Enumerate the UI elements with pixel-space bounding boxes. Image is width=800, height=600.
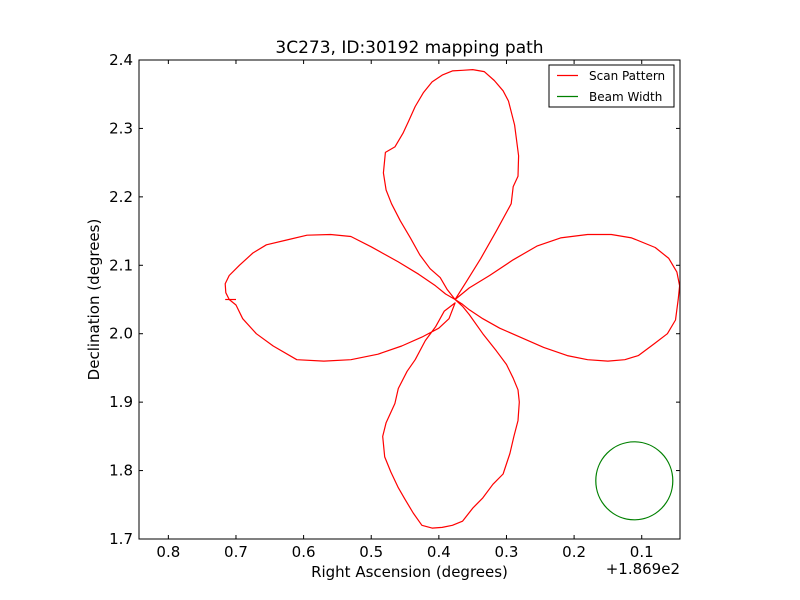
x-tick-label: 0.7 (224, 543, 248, 561)
x-tick-label: 0.4 (427, 543, 451, 561)
plot-area (139, 60, 680, 539)
x-tick-label: 0.6 (292, 543, 316, 561)
plot-frame (138, 59, 681, 540)
chart-title: 3C273, ID:30192 mapping path (275, 38, 543, 58)
y-tick-label: 2.1 (109, 256, 133, 274)
y-tick-label: 2.3 (109, 119, 133, 137)
legend-box (548, 64, 675, 108)
x-tick-label: 0.1 (630, 543, 654, 561)
x-axis-offset-label: +1.869e2 (606, 560, 680, 578)
y-tick-label: 2.2 (109, 188, 133, 206)
x-tick-label: 0.8 (156, 543, 180, 561)
legend-label-beam-width: Beam Width (589, 90, 662, 104)
scan-pattern-line (224, 68, 680, 529)
y-tick-label: 2.0 (109, 325, 133, 343)
legend: Scan Pattern Beam Width (548, 64, 675, 108)
x-tick-label: 0.2 (562, 543, 586, 561)
y-tick-label: 1.9 (109, 393, 133, 411)
legend-label-scan-pattern: Scan Pattern (589, 69, 665, 83)
y-tick-label: 2.4 (109, 51, 133, 69)
x-tick-label: 0.5 (359, 543, 383, 561)
x-axis-label: Right Ascension (degrees) (311, 563, 508, 581)
y-tick-label: 1.7 (109, 530, 133, 548)
x-tick-label: 0.3 (495, 543, 519, 561)
y-tick-label: 1.8 (109, 462, 133, 480)
y-axis-label: Declination (degrees) (85, 219, 103, 381)
beam-width-circle (595, 441, 674, 521)
